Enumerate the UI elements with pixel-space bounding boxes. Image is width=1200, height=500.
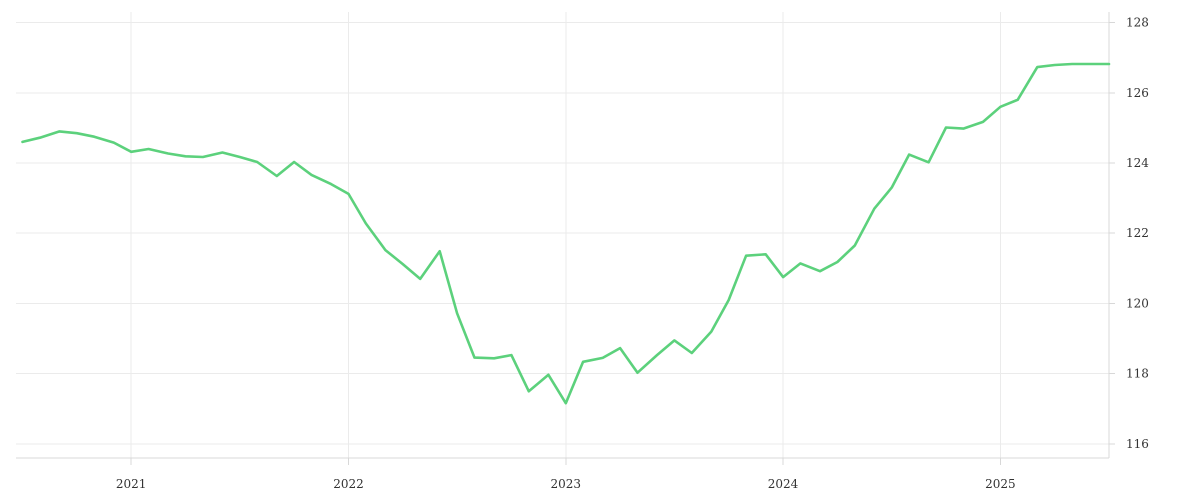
y-tick-label: 126 (1126, 86, 1149, 100)
y-tick-label: 120 (1126, 296, 1149, 310)
x-tick-label: 2023 (550, 477, 581, 491)
y-tick-label: 122 (1126, 226, 1149, 240)
x-tick-label: 2022 (333, 477, 364, 491)
y-tick-label: 124 (1126, 156, 1149, 170)
series-layer (21, 62, 1111, 405)
y-tick-label: 116 (1126, 437, 1149, 451)
tick-label-layer: 116 118 120 122 124 126 128 2021 2022 2023 2024 202… (116, 16, 1149, 491)
axis-layer (16, 12, 1115, 465)
series-line (21, 62, 1111, 405)
y-tick-label: 118 (1126, 367, 1149, 381)
x-tick-label: 2025 (985, 477, 1016, 491)
x-tick-label: 2024 (768, 477, 799, 491)
y-tick-label: 128 (1126, 16, 1149, 30)
x-tick-label: 2021 (116, 477, 147, 491)
grid-layer (16, 12, 1109, 458)
